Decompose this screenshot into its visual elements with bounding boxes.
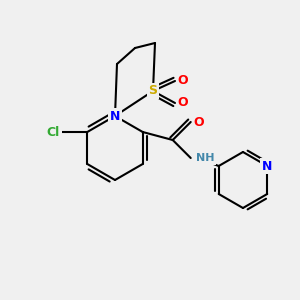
Text: O: O xyxy=(194,116,204,128)
Text: O: O xyxy=(178,97,188,110)
Text: S: S xyxy=(148,85,158,98)
Text: Cl: Cl xyxy=(47,125,60,139)
Text: NH: NH xyxy=(196,153,214,163)
Text: N: N xyxy=(262,160,272,172)
Text: O: O xyxy=(178,74,188,88)
Text: N: N xyxy=(110,110,120,122)
